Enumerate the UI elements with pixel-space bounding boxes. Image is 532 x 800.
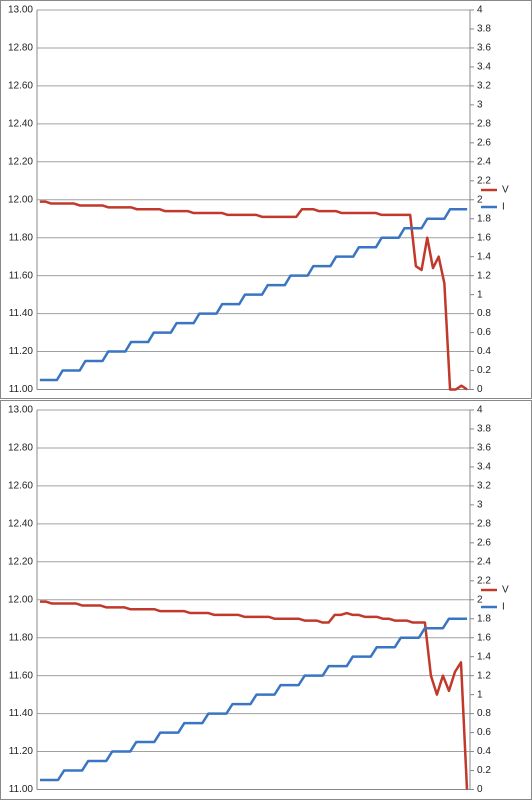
y2-tick-label: 3.2 xyxy=(477,81,491,92)
y-tick-label: 11.60 xyxy=(9,270,34,281)
y2-tick-label: 2.4 xyxy=(477,556,491,567)
y-tick-label: 12.80 xyxy=(8,43,33,54)
legend-label: I xyxy=(502,602,505,613)
y2-tick-label: 1.6 xyxy=(477,632,491,643)
series-line xyxy=(39,200,468,391)
y2-tick-label: 0.2 xyxy=(477,765,491,776)
y2-tick-label: 3.4 xyxy=(477,62,491,73)
y-tick-label: 11.40 xyxy=(9,308,34,319)
y-tick-label: 12.20 xyxy=(8,556,33,567)
y2-tick-label: 2.8 xyxy=(477,518,491,529)
y-tick-label: 11.20 xyxy=(9,746,34,757)
y2-tick-label: 3.8 xyxy=(477,24,491,35)
y2-tick-label: 3 xyxy=(477,500,483,511)
y2-tick-label: 1 xyxy=(477,689,483,700)
y-tick-label: 11.00 xyxy=(9,384,34,395)
y2-tick-label: 3.8 xyxy=(477,424,491,435)
y2-tick-label: 2.6 xyxy=(477,537,491,548)
y2-tick-label: 1.8 xyxy=(477,613,491,624)
y2-tick-label: 1.4 xyxy=(477,651,491,662)
y2-tick-label: 2.4 xyxy=(477,156,491,167)
y2-tick-label: 4 xyxy=(477,5,483,16)
y-tick-label: 13.00 xyxy=(8,405,33,416)
y2-tick-label: 2 xyxy=(477,594,483,605)
y2-tick-label: 1.2 xyxy=(477,670,491,681)
y2-tick-label: 2.6 xyxy=(477,137,491,148)
y2-tick-label: 1.6 xyxy=(477,232,491,243)
y2-tick-label: 0.2 xyxy=(477,365,491,376)
series-line xyxy=(39,207,468,382)
y2-tick-label: 3.6 xyxy=(477,443,491,454)
y-tick-label: 12.40 xyxy=(8,518,33,529)
y2-tick-label: 4 xyxy=(477,405,483,416)
y2-tick-label: 2.2 xyxy=(477,175,491,186)
y2-tick-label: 0.8 xyxy=(477,708,491,719)
y2-tick-label: 3.6 xyxy=(477,43,491,54)
series-line xyxy=(40,617,467,782)
y-tick-label: 12.00 xyxy=(8,194,33,205)
y-tick-label: 11.20 xyxy=(9,346,34,357)
y2-tick-label: 0.6 xyxy=(477,327,491,338)
y2-tick-label: 1 xyxy=(477,289,483,300)
y2-tick-label: 0 xyxy=(477,784,483,795)
y2-tick-label: 1.8 xyxy=(477,213,491,224)
y2-tick-label: 0 xyxy=(477,384,483,395)
y-tick-label: 12.00 xyxy=(8,594,33,605)
y2-tick-label: 3 xyxy=(477,100,483,111)
y2-tick-label: 0.8 xyxy=(477,308,491,319)
series-line xyxy=(40,600,469,790)
y-tick-label: 11.80 xyxy=(9,232,34,243)
y-tick-label: 12.80 xyxy=(8,443,33,454)
y-tick-label: 11.00 xyxy=(9,784,34,795)
y-tick-label: 13.00 xyxy=(8,5,33,16)
y2-tick-label: 2.8 xyxy=(477,118,491,129)
y2-tick-label: 0.4 xyxy=(477,746,491,757)
y2-tick-label: 0.6 xyxy=(477,727,491,738)
legend-label: V xyxy=(502,585,509,596)
y-tick-label: 11.80 xyxy=(9,632,34,643)
y-tick-label: 12.20 xyxy=(8,156,33,167)
y-tick-label: 12.60 xyxy=(8,81,33,92)
y2-tick-label: 2 xyxy=(477,194,483,205)
y-tick-label: 12.40 xyxy=(8,118,33,129)
y-tick-label: 11.60 xyxy=(9,670,34,681)
y2-tick-label: 2.2 xyxy=(477,575,491,586)
y2-tick-label: 3.2 xyxy=(477,481,491,492)
legend-label: V xyxy=(502,185,509,196)
y2-tick-label: 0.4 xyxy=(477,346,491,357)
y-tick-label: 12.60 xyxy=(8,481,33,492)
y2-tick-label: 3.4 xyxy=(477,462,491,473)
y2-tick-label: 1.2 xyxy=(477,270,491,281)
y2-tick-label: 1.4 xyxy=(477,251,491,262)
y-tick-label: 11.40 xyxy=(9,708,34,719)
legend-label: I xyxy=(502,202,505,213)
